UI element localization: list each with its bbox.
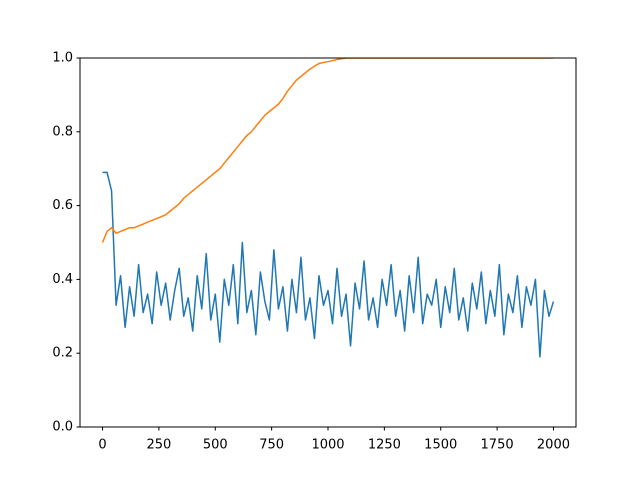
y-tick-label: 0.8	[52, 124, 73, 139]
x-tick-label: 1250	[368, 438, 401, 453]
y-tick-label: 0.0	[52, 420, 73, 435]
x-tick-label: 1500	[424, 438, 457, 453]
series-line	[102, 171, 555, 358]
x-tick-label: 250	[146, 438, 171, 453]
y-tick-label: 0.2	[52, 346, 73, 361]
x-tick-label: 0	[98, 438, 106, 453]
x-tick-label: 2000	[537, 438, 570, 453]
x-tick-label: 500	[203, 438, 228, 453]
y-tick-label: 0.6	[52, 198, 73, 213]
x-tick-label: 1000	[311, 438, 344, 453]
plot-area	[101, 58, 555, 358]
x-tick-label: 1750	[481, 438, 514, 453]
x-tick-label: 750	[259, 438, 284, 453]
series-line	[101, 58, 554, 243]
y-tick-label: 1.0	[52, 51, 73, 66]
y-tick-label: 0.4	[52, 272, 73, 287]
